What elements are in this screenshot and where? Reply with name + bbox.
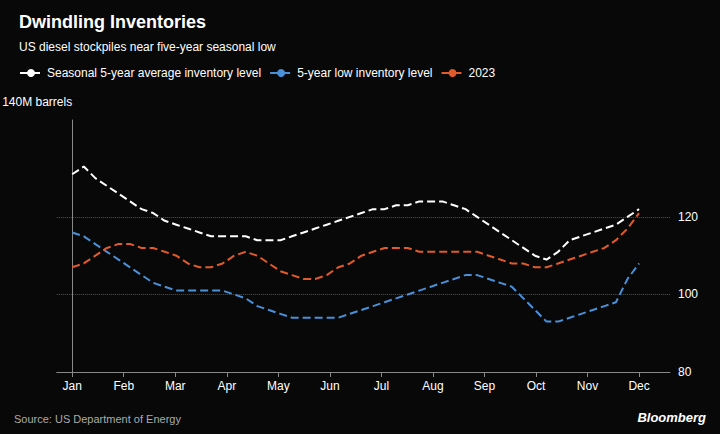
svg-text:Mar: Mar (165, 379, 186, 393)
svg-text:Aug: Aug (422, 379, 443, 393)
svg-text:Nov: Nov (577, 379, 598, 393)
svg-text:Jan: Jan (63, 379, 82, 393)
svg-text:5-year low inventory level: 5-year low inventory level (297, 66, 432, 80)
svg-text:120: 120 (678, 210, 698, 224)
svg-text:Dwindling Inventories: Dwindling Inventories (19, 12, 206, 32)
svg-text:Dec: Dec (628, 379, 649, 393)
svg-text:May: May (267, 379, 290, 393)
svg-text:Jun: Jun (320, 379, 339, 393)
svg-text:Bloomberg: Bloomberg (637, 410, 706, 425)
svg-text:Jul: Jul (374, 379, 389, 393)
svg-text:US diesel stockpiles near five: US diesel stockpiles near five-year seas… (19, 40, 276, 54)
svg-text:Feb: Feb (113, 379, 134, 393)
svg-text:80: 80 (678, 365, 692, 379)
svg-text:140M barrels: 140M barrels (2, 95, 72, 109)
svg-text:Sep: Sep (474, 379, 496, 393)
svg-text:Apr: Apr (217, 379, 236, 393)
svg-text:100: 100 (678, 287, 698, 301)
svg-text:2023: 2023 (469, 66, 496, 80)
svg-text:Oct: Oct (527, 379, 546, 393)
svg-text:Seasonal 5-year average invent: Seasonal 5-year average inventory level (47, 66, 261, 80)
svg-text:Source: US Department of Energ: Source: US Department of Energy (14, 413, 181, 425)
